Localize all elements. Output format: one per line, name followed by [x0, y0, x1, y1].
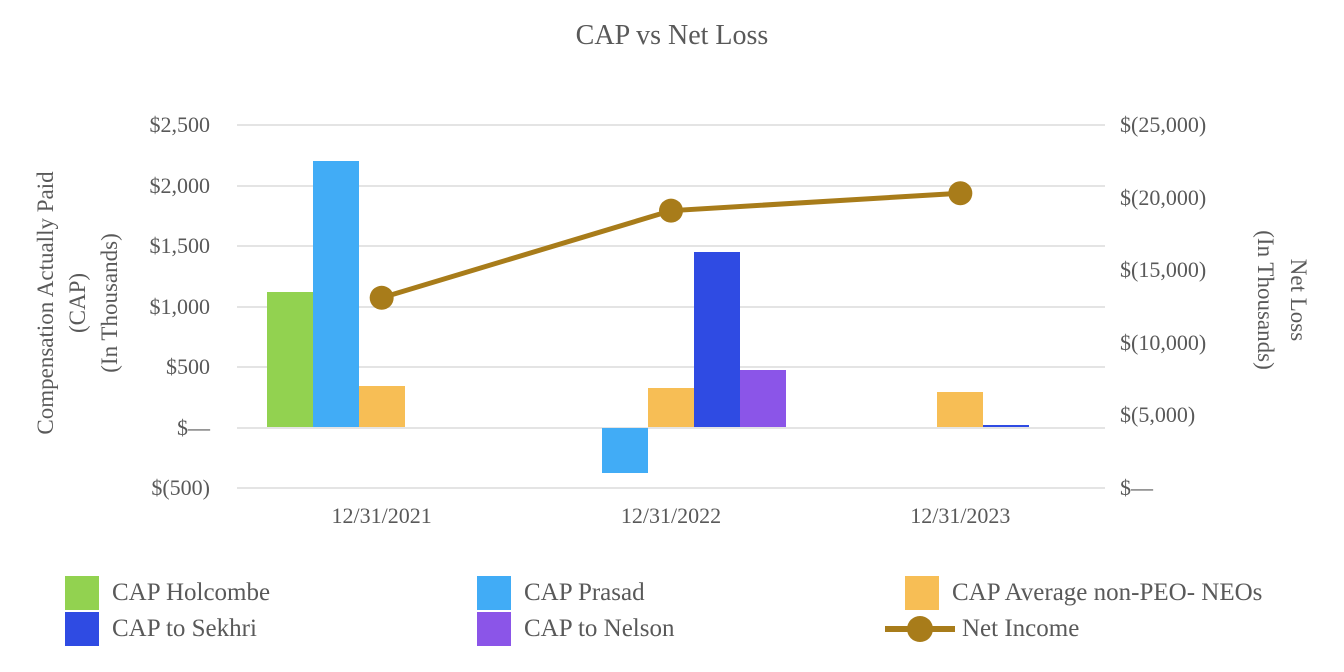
right-axis-tick-label: $(25,000): [1120, 112, 1207, 137]
legend-item-net-income: Net Income: [885, 612, 1262, 646]
left-axis-tick-label: $2,000: [149, 172, 211, 198]
left-axis-title-line: (CAP): [65, 272, 90, 334]
left-axis-tick-label: $1,500: [149, 233, 211, 258]
right-axis-tick-label: $(10,000): [1120, 329, 1207, 355]
right-axis-title-line: Net Loss: [1286, 258, 1311, 342]
legend-item-cap-to-sekhri: CAP to Sekhri: [65, 612, 477, 646]
legend-item-cap-holcombe: CAP Holcombe: [65, 576, 477, 610]
net-income-point: [948, 181, 973, 206]
gridline: [237, 305, 1105, 308]
left-axis-tick-label: $—: [177, 414, 210, 440]
right-axis-title-line: (In Thousands): [1253, 230, 1278, 370]
legend-swatch: [477, 576, 511, 610]
left-axis-tick-label: $2,500: [149, 112, 211, 137]
gridline: [237, 366, 1105, 368]
chart-title: CAP vs Net Loss: [575, 20, 769, 51]
left-axis-tick-label: $(500): [151, 475, 210, 500]
bar-cap-to-sekhri: [694, 252, 740, 428]
net-income-line-layer: [369, 181, 973, 310]
left-axis-tick-label: $1,000: [149, 293, 211, 319]
legend-label: Net Income: [962, 615, 1080, 642]
legend: CAP Holcombe CAP Prasad CAP Average non-PE…: [65, 575, 1262, 647]
right-axis-tick-label: $(20,000): [1120, 184, 1207, 210]
legend-swatch: [905, 576, 939, 610]
x-axis-label: 12/31/2021: [331, 503, 432, 528]
gridline: [237, 184, 1105, 187]
gridline: [237, 124, 1105, 126]
bar-cap-prasad: [312, 161, 359, 428]
legend-label: CAP to Sekhri: [112, 615, 257, 642]
x-axis-label: 12/31/2023: [910, 503, 1011, 528]
legend-line-dot-marker: [885, 612, 955, 646]
right-axis-tick-label: $(5,000): [1120, 402, 1196, 428]
bar-cap-average-non-peo-neos: [937, 392, 984, 428]
legend-label: CAP to Nelson: [524, 615, 675, 642]
left-axis-title-line: Compensation Actually Paid: [33, 171, 58, 435]
legend-label: CAP Average non-PEO- NEOs: [952, 579, 1263, 606]
left-axis-title-line: (In Thousands): [97, 233, 122, 373]
bar-cap-to-sekhri: [983, 425, 1030, 428]
bar-cap-average-non-peo-neos: [648, 388, 694, 428]
legend-swatch: [477, 612, 511, 646]
gridline: [237, 245, 1105, 247]
legend-swatch: [65, 576, 99, 610]
legend-label: CAP Prasad: [524, 579, 645, 606]
legend-label: CAP Holcombe: [112, 579, 271, 606]
bar-cap-average-non-peo-neos: [358, 386, 405, 428]
bar-cap-to-nelson: [740, 370, 786, 428]
legend-item-cap-to-nelson: CAP to Nelson: [477, 612, 905, 646]
bar-cap-holcombe: [266, 291, 313, 428]
bar-cap-prasad: [602, 427, 648, 473]
net-income-point: [369, 285, 394, 310]
gridline: [237, 426, 1105, 429]
gridline: [237, 487, 1105, 489]
right-axis-tick-label: $—: [1120, 475, 1153, 500]
right-axis-tick-label: $(15,000): [1120, 257, 1207, 283]
x-axis-label: 12/31/2022: [620, 503, 722, 528]
legend-item-cap-prasad: CAP Prasad: [477, 576, 905, 610]
legend-dot: [907, 616, 933, 642]
legend-item-cap-average-non-peo-neos: CAP Average non-PEO- NEOs: [905, 576, 1262, 610]
legend-swatch: [65, 612, 99, 646]
left-axis-tick-label: $500: [166, 354, 210, 379]
net-income-point: [659, 198, 683, 223]
